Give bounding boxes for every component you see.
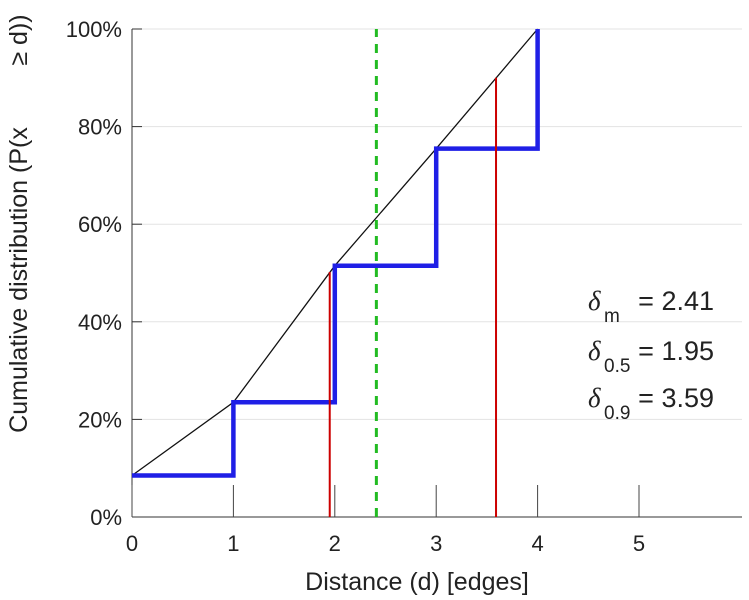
x-axis-title: Distance (d) [edges] <box>305 568 529 596</box>
step-series-line <box>132 29 540 478</box>
reference-lines <box>328 29 498 517</box>
y-tick-label: 40% <box>78 310 122 335</box>
data-series <box>131 28 540 478</box>
y-tick-label: 80% <box>78 115 122 140</box>
stat-subscript: 0.5 <box>604 356 630 377</box>
stat-subscript: m <box>604 306 620 327</box>
y-tick-label: 0% <box>90 505 122 530</box>
tick-labels: 0% 20% 40% 60% 80% 100% 0 1 2 3 4 5 <box>66 17 645 556</box>
x-tick-label: 2 <box>329 531 341 556</box>
stat-value: = 1.95 <box>638 336 714 366</box>
y-tick-label: 100% <box>66 17 122 42</box>
stat-symbol: δ <box>588 383 601 413</box>
stat-line: δm = 2.41 <box>588 286 714 327</box>
stat-line: δ0.5 = 1.95 <box>588 336 714 377</box>
x-tick-label: 0 <box>126 531 138 556</box>
y-tick-label: 60% <box>78 212 122 237</box>
stat-subscript: 0.9 <box>604 403 630 424</box>
y-tick-label: 20% <box>78 407 122 432</box>
stat-symbol: δ <box>588 286 601 316</box>
stat-value: = 3.59 <box>638 383 714 413</box>
axes <box>131 28 742 518</box>
stat-line: δ0.9 = 3.59 <box>588 383 714 424</box>
x-tick-label: 5 <box>633 531 645 556</box>
x-tick-label: 4 <box>531 531 543 556</box>
y-axis-title: Cumulative distribution (P(x ≥ d)) <box>5 14 33 432</box>
stat-value: = 2.41 <box>638 286 714 316</box>
y-axis-title-line-2: ≥ d)) <box>5 14 33 65</box>
y-axis-title-line-1: Cumulative distribution (P(x <box>5 127 33 433</box>
x-tick-label: 1 <box>227 531 239 556</box>
stat-symbol: δ <box>588 336 601 366</box>
x-tick-label: 3 <box>430 531 442 556</box>
cumulative-series-line <box>131 28 539 477</box>
